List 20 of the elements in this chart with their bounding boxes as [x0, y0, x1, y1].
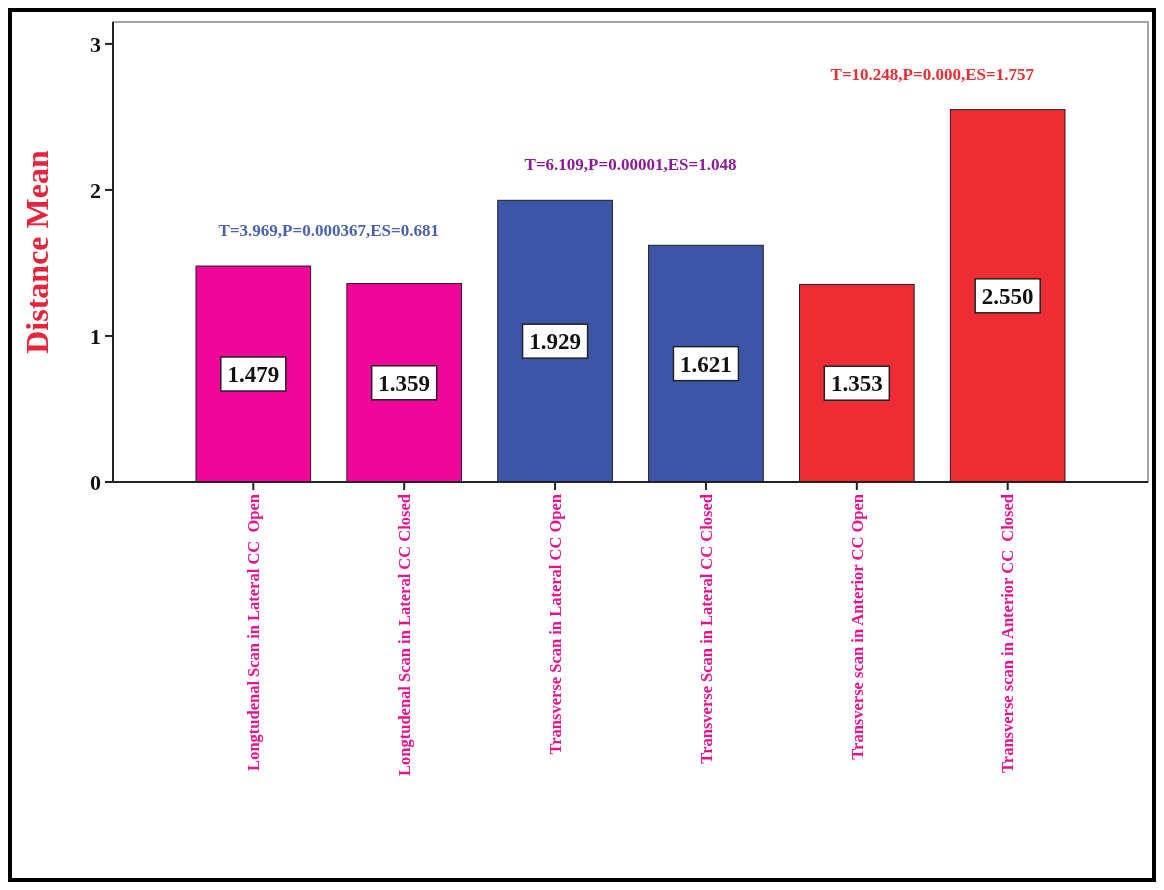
- x-tick-label: Transverse Scan in Lateral CC Open: [545, 494, 565, 755]
- y-tick-label: 3: [90, 31, 101, 57]
- data-label: 1.479: [227, 362, 280, 388]
- data-label: 1.621: [680, 351, 732, 377]
- annotation: T=10.248,P=0.000,ES=1.757: [830, 64, 1035, 84]
- y-tick-label: 2: [90, 177, 101, 203]
- y-tick-label: 1: [90, 323, 101, 349]
- x-tick-label: Longtudenal Scan in Lateral CC Closed: [394, 494, 414, 776]
- x-tick-label: Transverse Scan in Lateral CC Closed: [696, 494, 716, 764]
- annotation: T=3.969,P=0.000367,ES=0.681: [218, 221, 439, 241]
- data-label: 1.353: [830, 371, 883, 397]
- x-tick-label: Transverse scan in Anterior CC Open: [847, 494, 867, 760]
- x-tick-label: Transverse scan in Anterior CC Closed: [998, 494, 1018, 773]
- y-axis-title: Distance Mean: [19, 150, 55, 354]
- annotation: T=6.109,P=0.00001,ES=1.048: [524, 155, 737, 175]
- data-label: 1.929: [529, 329, 581, 355]
- data-label: 1.359: [378, 370, 431, 396]
- x-tick-label: Longtudenal Scan in Lateral CC Open: [244, 494, 264, 771]
- data-label: 2.550: [981, 283, 1034, 309]
- y-tick-label: 0: [90, 469, 101, 495]
